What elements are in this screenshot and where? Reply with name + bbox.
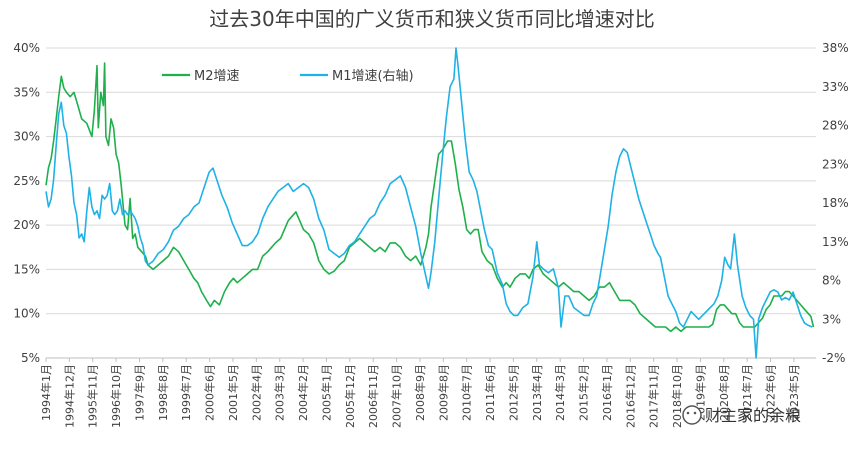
watermark-text: 财主家的余粮 (705, 406, 801, 425)
y-right-tick-label: 13% (822, 235, 849, 249)
x-tick-label: 2010年7月 (460, 364, 474, 421)
y-left-tick-label: 10% (13, 307, 40, 321)
legend-label: M1增速(右轴) (332, 69, 414, 84)
x-tick-label: 1997年9月 (132, 364, 146, 421)
x-tick-label: 1999年7月 (179, 364, 193, 421)
y-right-tick-label: 38% (822, 41, 849, 55)
series-line-m2 (45, 62, 815, 333)
y-right-tick-label: -2% (822, 351, 845, 365)
x-tick-label: 1996年10月 (109, 364, 123, 428)
x-tick-label: 1995年11月 (86, 364, 100, 428)
watermark: 财主家的余粮 (682, 405, 801, 425)
chart-title: 过去30年中国的广义货币和狭义货币同比增速对比 (209, 7, 654, 31)
x-tick-label: 1994年12月 (62, 364, 76, 428)
x-tick-label: 2015年2月 (577, 364, 591, 421)
x-tick-label: 2011年6月 (483, 364, 497, 421)
x-tick-label: 2022年6月 (764, 364, 778, 421)
wechat-icon (682, 405, 702, 425)
y-left-tick-label: 25% (13, 174, 40, 188)
wechat-icon-eye-right (693, 411, 697, 415)
x-tick-label: 2005年12月 (343, 364, 357, 428)
x-tick-label: 2018年10月 (670, 364, 684, 428)
x-tick-label: 2006年11月 (366, 364, 380, 428)
x-tick-label: 2023年5月 (787, 364, 801, 421)
x-tick-label: 2000年6月 (203, 364, 217, 421)
y-right-tick-label: 8% (822, 274, 841, 288)
x-tick-label: 1994年1月 (39, 364, 53, 421)
y-right-tick-label: 3% (822, 312, 841, 326)
x-tick-label: 2016年12月 (623, 364, 637, 428)
y-right-tick-label: 18% (822, 196, 849, 210)
x-tick-label: 2017年11月 (647, 364, 661, 428)
x-tick-label: 2001年5月 (226, 364, 240, 421)
legend: M2增速 M1增速(右轴) (162, 69, 414, 84)
wechat-icon-eye-left (686, 411, 690, 415)
y-right-tick-label: 28% (822, 119, 849, 133)
x-tick-label: 2012年5月 (506, 364, 520, 421)
legend-label: M2增速 (194, 69, 240, 84)
y-left-tick-label: 15% (13, 262, 40, 276)
y-left-tick-label: 30% (13, 130, 40, 144)
y-right-tick-label: 33% (822, 80, 849, 94)
x-tick-label: 2016年1月 (600, 364, 614, 421)
y-left-tick-label: 20% (13, 218, 40, 232)
y-left-tick-label: 35% (13, 85, 40, 99)
y-left-tick-label: 5% (21, 351, 40, 365)
series-line-m1 (45, 47, 813, 359)
x-tick-label: 2014年3月 (553, 364, 567, 421)
plot-series (45, 47, 815, 359)
x-tick-label: 2005年1月 (319, 364, 333, 421)
x-tick-label: 2020年8月 (717, 364, 731, 421)
x-tick-label: 2009年8月 (436, 364, 450, 421)
x-tick-label: 2004年2月 (296, 364, 310, 421)
y-right-tick-label: 23% (822, 157, 849, 171)
axes: 5% 10% 15% 20% 25% 30% 35% 40% -2% 3% 8% 13% 18% 23% 2… (13, 41, 848, 428)
x-tick-label: 2008年9月 (413, 364, 427, 421)
x-tick-label: 2013年4月 (530, 364, 544, 421)
x-tick-label: 2021年7月 (740, 364, 754, 421)
x-tick-label: 2003年3月 (273, 364, 287, 421)
y-left-tick-label: 40% (13, 41, 40, 55)
x-tick-label: 2002年4月 (249, 364, 263, 421)
x-tick-label: 1998年8月 (156, 364, 170, 421)
x-tick-label: 2007年10月 (390, 364, 404, 428)
